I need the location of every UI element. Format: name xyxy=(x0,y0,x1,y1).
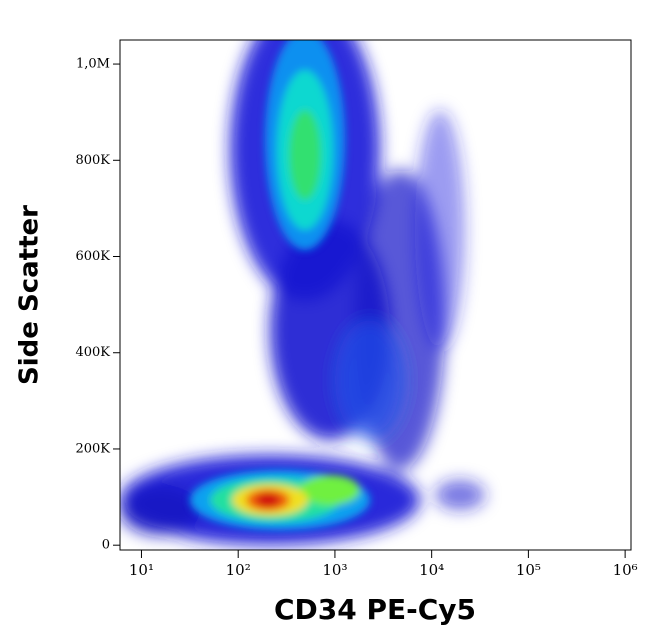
y-tick-label: 800K xyxy=(75,153,110,168)
x-tick-label: 10³ xyxy=(322,561,347,579)
plot-frame xyxy=(119,39,632,551)
density-core xyxy=(190,40,370,530)
density-layer xyxy=(120,40,485,545)
x-tick-label: 10⁴ xyxy=(419,561,444,579)
density-cloud xyxy=(120,40,485,545)
y-axis-label: Side Scatter xyxy=(15,205,45,385)
y-tick-label: 0 xyxy=(102,538,110,553)
y-tick-label: 200K xyxy=(75,441,110,456)
x-tick-label: 10⁶ xyxy=(613,561,638,579)
x-tick-label: 10¹ xyxy=(129,561,154,579)
x-tick-label: 10² xyxy=(226,561,251,579)
x-tick-label: 10⁵ xyxy=(516,561,541,579)
x-axis-label: CD34 PE-Cy5 xyxy=(274,593,476,626)
y-tick-label: 600K xyxy=(75,249,110,264)
y-tick-label: 400K xyxy=(75,345,110,360)
y-tick-label: 1,0M xyxy=(76,57,110,72)
